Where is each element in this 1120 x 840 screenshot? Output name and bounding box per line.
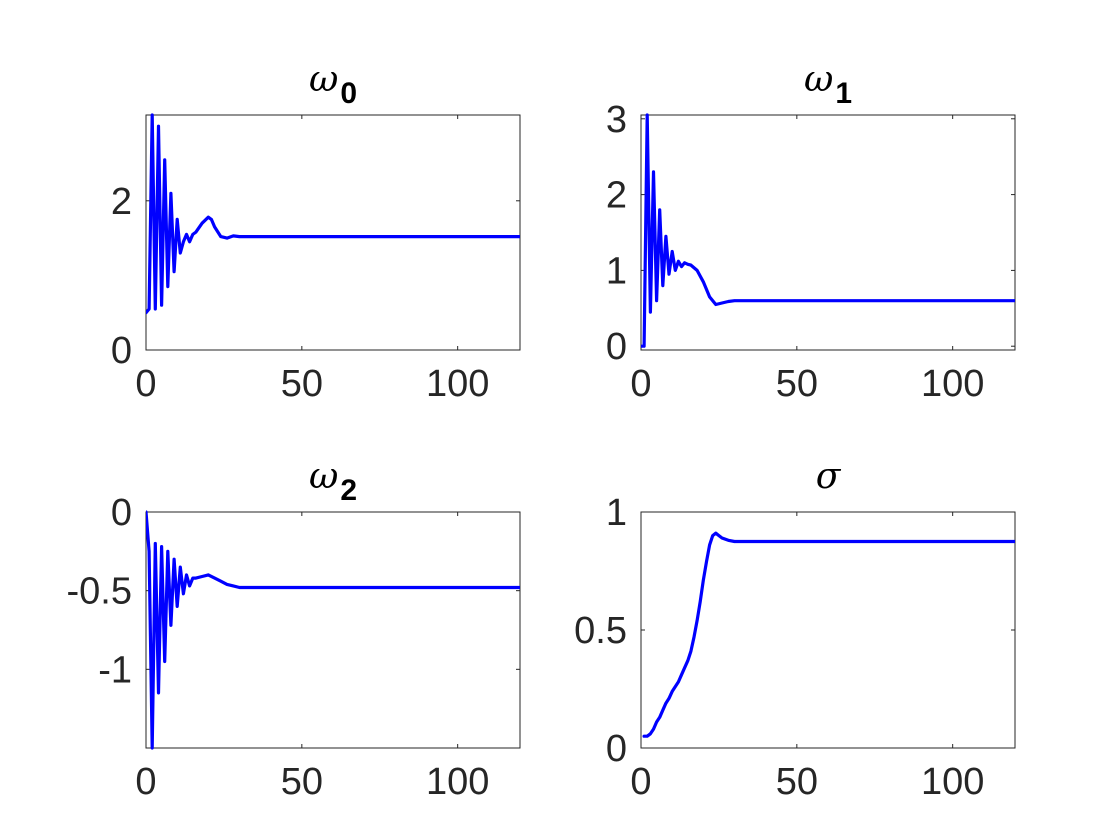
chart-title-symbol: σ xyxy=(816,456,842,497)
series-line xyxy=(642,531,1015,738)
y-tick-label: 1 xyxy=(606,250,627,292)
x-tick-label: 0 xyxy=(135,761,156,803)
chart-title-symbol: ω xyxy=(309,59,338,100)
axes-box xyxy=(145,114,521,351)
x-tick-label: 50 xyxy=(281,761,323,803)
chart-title-symbol: ω xyxy=(804,59,833,100)
x-tick-label: 100 xyxy=(426,761,489,803)
x-tick-label: 100 xyxy=(921,363,984,405)
chart-title: ω1 xyxy=(804,59,852,110)
chart-panel-3: 0 50 100 0 0.5 1 σ xyxy=(574,456,1016,803)
x-tick-label: 0 xyxy=(630,363,651,405)
y-tick-label: 0 xyxy=(606,326,627,368)
x-tick-label: 100 xyxy=(921,761,984,803)
y-tick-label: 0.5 xyxy=(574,610,627,652)
y-tick-label: 1 xyxy=(606,492,627,534)
axes-box xyxy=(640,511,1016,749)
series-line xyxy=(641,113,1015,348)
chart-title: ω2 xyxy=(309,456,357,507)
x-tick-label: 50 xyxy=(776,363,818,405)
y-tick-label: 0 xyxy=(606,728,627,770)
y-tick-label: 3 xyxy=(606,99,627,141)
chart-title-subscript: 0 xyxy=(340,77,357,110)
chart-title-symbol: ω xyxy=(309,456,338,497)
chart-title: σ xyxy=(816,456,842,497)
y-tick-label: 0 xyxy=(111,330,132,372)
series-line xyxy=(146,113,520,315)
y-tick-label: 2 xyxy=(111,181,132,223)
series-line xyxy=(146,510,520,750)
y-tick-label: -0.5 xyxy=(67,571,132,613)
x-tick-label: 100 xyxy=(426,363,489,405)
axes-box xyxy=(145,511,521,749)
chart-title-subscript: 2 xyxy=(340,474,357,507)
x-tick-label: 0 xyxy=(630,761,651,803)
chart-title: ω0 xyxy=(309,59,357,110)
chart-title-subscript: 1 xyxy=(835,77,852,110)
axes-box xyxy=(640,114,1016,351)
x-tick-label: 50 xyxy=(281,363,323,405)
chart-panel-2: 0 50 100 -1 -0.5 0 ω2 xyxy=(67,456,521,803)
x-tick-label: 50 xyxy=(776,761,818,803)
y-tick-label: 2 xyxy=(606,175,627,217)
y-tick-label: 0 xyxy=(111,492,132,534)
x-tick-label: 0 xyxy=(135,363,156,405)
y-tick-label: -1 xyxy=(98,649,132,691)
